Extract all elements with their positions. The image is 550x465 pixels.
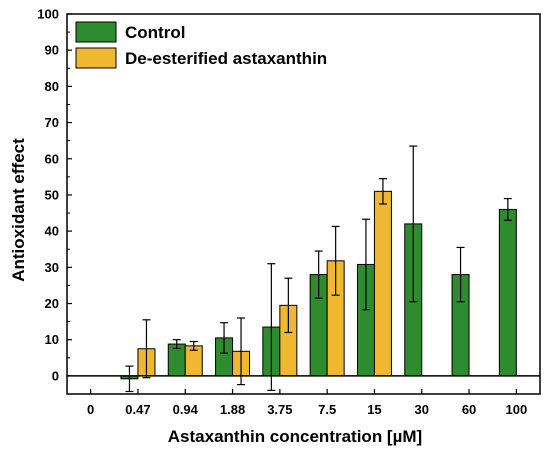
- x-axis-title: Astaxanthin concentration [µM]: [168, 427, 422, 446]
- y-tick-label: 30: [45, 260, 59, 275]
- legend-swatch-control: [75, 21, 117, 43]
- x-tick-label: 100: [505, 402, 527, 417]
- x-tick-label: 0.47: [125, 402, 150, 417]
- legend-swatch-de-esterified: [75, 47, 117, 69]
- y-axis-title: Antioxidant effect: [9, 138, 28, 282]
- legend-label-de-esterified: De-esterified astaxanthin: [125, 49, 327, 68]
- y-tick-label: 100: [37, 7, 59, 22]
- x-tick-label: 1.88: [220, 402, 245, 417]
- y-tick-label: 90: [45, 43, 59, 58]
- y-tick-label: 70: [45, 115, 59, 130]
- legend-label-control: Control: [125, 23, 185, 42]
- y-tick-label: 50: [45, 187, 59, 202]
- y-tick-label: 80: [45, 79, 59, 94]
- y-tick-label: 0: [52, 368, 59, 383]
- y-tick-label: 20: [45, 296, 59, 311]
- x-tick-label: 3.75: [267, 402, 292, 417]
- axes-layer: 0 10 20 30 40 50 60 70 80 90 100 0 0.47 0.94 1.88 3.75 7…: [37, 7, 541, 417]
- plot-frame: [66, 13, 541, 395]
- bar-control-100: [498, 208, 517, 377]
- x-tick-label: 0: [87, 402, 94, 417]
- y-tick-label: 60: [45, 151, 59, 166]
- x-tick-label: 7.5: [318, 402, 336, 417]
- bars-layer: [120, 190, 517, 380]
- x-tick-label: 15: [367, 402, 381, 417]
- legend-layer: Control De-esterified astaxanthin: [75, 21, 327, 69]
- x-tick-label: 0.94: [173, 402, 199, 417]
- y-tick-label: 10: [45, 332, 59, 347]
- bar-de-esterified-15: [373, 190, 392, 377]
- x-tick-label: 60: [462, 402, 476, 417]
- x-tick-label: 30: [415, 402, 429, 417]
- y-tick-label: 40: [45, 224, 59, 239]
- errors-layer: [125, 145, 512, 393]
